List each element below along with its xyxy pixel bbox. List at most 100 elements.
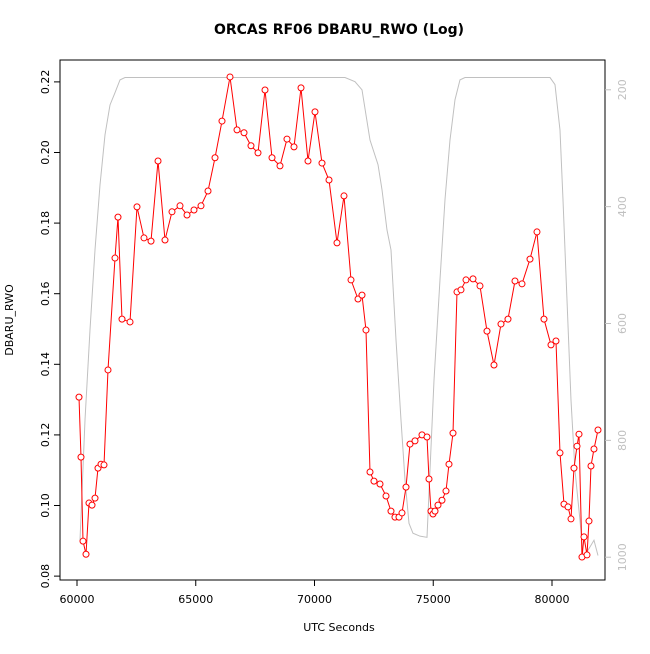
data-point [233, 126, 241, 134]
data-point [387, 507, 395, 515]
y2-tick-label: 600 [616, 313, 629, 334]
data-point [457, 286, 465, 294]
data-point [297, 84, 305, 92]
data-point [511, 277, 519, 285]
data-point [442, 487, 450, 495]
y-tick-label: 0.22 [39, 70, 52, 95]
data-point [218, 117, 226, 125]
data-point [462, 276, 470, 284]
y2-tick-label: 200 [616, 79, 629, 100]
data-point [518, 280, 526, 288]
data-point [204, 187, 212, 195]
y-tick-label: 0.08 [39, 564, 52, 589]
x-axis-label: UTC Seconds [303, 621, 375, 634]
y-tick-label: 0.16 [39, 281, 52, 306]
data-point [226, 73, 234, 81]
data-point [247, 142, 255, 150]
data-point [91, 494, 99, 502]
data-point [261, 86, 269, 94]
data-point [431, 507, 439, 515]
y-tick-label: 0.10 [39, 493, 52, 518]
data-point [114, 213, 122, 221]
y-axis-label: DBARU_RWO [3, 284, 16, 356]
plot-frame [59, 59, 606, 581]
data-point [304, 157, 312, 165]
y2-tick-label: 800 [616, 430, 629, 451]
y-tick-label: 0.18 [39, 211, 52, 236]
data-point [490, 361, 498, 369]
data-point [197, 202, 205, 210]
data-point [276, 162, 284, 170]
data-point [567, 515, 575, 523]
x-tick-label: 70000 [297, 593, 332, 606]
data-point [594, 426, 602, 434]
data-point [376, 480, 384, 488]
data-point [340, 192, 348, 200]
data-point [497, 320, 505, 328]
data-point [504, 315, 512, 323]
data-point [147, 237, 155, 245]
data-point [587, 462, 595, 470]
data-point [347, 276, 355, 284]
data-point [211, 154, 219, 162]
data-point [556, 449, 564, 457]
data-point [88, 501, 96, 509]
data-point [533, 228, 541, 236]
data-point [423, 433, 431, 441]
data-point [100, 461, 108, 469]
x-tick-label: 65000 [178, 593, 213, 606]
chart-title: ORCAS RF06 DBARU_RWO (Log) [214, 22, 464, 38]
data-point [126, 318, 134, 326]
data-point [318, 159, 326, 167]
data-point [370, 477, 378, 485]
data-point [585, 517, 593, 525]
data-point [445, 460, 453, 468]
data-point [190, 206, 198, 214]
data-point [254, 149, 262, 157]
data-point [406, 440, 414, 448]
data-point [402, 483, 410, 491]
data-point [161, 236, 169, 244]
data-point [75, 393, 83, 401]
y-tick-label: 0.14 [39, 352, 52, 377]
x-tick-label: 75000 [416, 593, 451, 606]
x-tick-label: 60000 [60, 593, 95, 606]
x-tick-label: 80000 [534, 593, 569, 606]
data-point [382, 492, 390, 500]
data-point [283, 135, 291, 143]
data-point [398, 509, 406, 517]
data-point [140, 234, 148, 242]
data-point [573, 442, 581, 450]
data-point [325, 176, 333, 184]
data-point [552, 337, 560, 345]
data-point [483, 327, 491, 335]
data-point [240, 129, 248, 137]
data-point [425, 475, 433, 483]
data-point [547, 341, 555, 349]
data-point [176, 202, 184, 210]
y2-tick-label: 400 [616, 196, 629, 217]
data-point [411, 437, 419, 445]
data-point [526, 255, 534, 263]
data-point [362, 326, 370, 334]
data-point [570, 464, 578, 472]
data-point [469, 275, 477, 283]
data-point [449, 429, 457, 437]
data-point [133, 203, 141, 211]
data-point [154, 157, 162, 165]
y-tick-label: 0.12 [39, 423, 52, 448]
data-point [82, 550, 90, 558]
data-point [580, 533, 588, 541]
data-point [564, 503, 572, 511]
data-point [168, 208, 176, 216]
data-point [77, 453, 85, 461]
data-point [366, 468, 374, 476]
data-point [104, 366, 112, 374]
data-point [290, 143, 298, 151]
data-point [183, 211, 191, 219]
data-point [118, 315, 126, 323]
data-point [358, 291, 366, 299]
data-point [476, 282, 484, 290]
data-point [438, 496, 446, 504]
